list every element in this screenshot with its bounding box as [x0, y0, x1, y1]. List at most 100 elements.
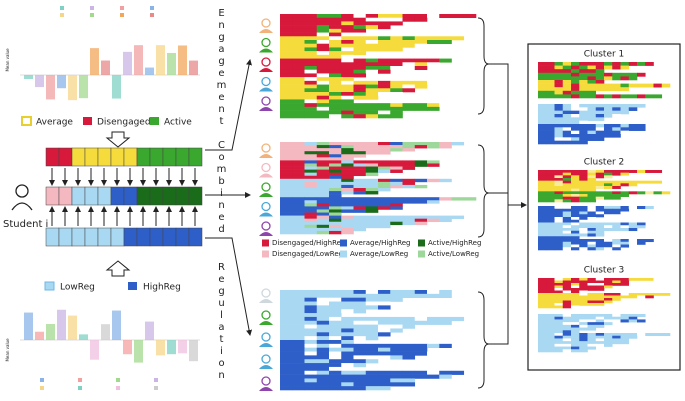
heatmap-cell	[538, 324, 547, 328]
heatmap-cell	[316, 316, 330, 322]
heatmap-cell	[292, 324, 305, 329]
heatmap-cell	[341, 293, 354, 298]
heatmap-cell	[595, 80, 605, 84]
heatmap-cell	[538, 175, 547, 179]
heatmap-cell	[292, 212, 305, 216]
heatmap-cell	[414, 66, 428, 71]
heatmap-cell	[571, 300, 580, 304]
heatmap-cell	[587, 127, 597, 131]
heatmap-cell	[587, 343, 597, 347]
heatmap-cell	[390, 320, 403, 325]
heatmap-cell	[587, 124, 597, 128]
heatmap-cell	[579, 290, 588, 294]
heatmap-cell	[571, 134, 580, 138]
heatmap-cell	[292, 145, 305, 149]
heatmap-cell	[353, 293, 367, 298]
heatmap-cell	[579, 208, 588, 212]
heatmap-cell	[292, 54, 305, 59]
heatmap-cell	[571, 343, 580, 347]
shape	[15, 184, 29, 198]
heatmap-cell	[628, 225, 638, 229]
heatmap-cell	[604, 222, 613, 226]
heatmap-cell	[414, 347, 428, 352]
heatmap-cell	[304, 40, 318, 45]
heatmap-cell	[292, 142, 305, 146]
heatmap-cell	[414, 84, 428, 89]
heatmap-cell	[292, 160, 305, 164]
heatmap-cell	[628, 316, 638, 320]
legend-label: LowReg	[60, 283, 95, 293]
heatmap-cell	[304, 58, 318, 63]
heatmap-cell	[365, 181, 379, 186]
heatmap-cell	[538, 94, 547, 99]
heatmap-cell	[620, 335, 630, 339]
heatmap-cell	[579, 137, 588, 141]
heatmap-cell	[280, 95, 293, 100]
heatmap-cell	[571, 117, 580, 121]
heatmap-cell	[353, 163, 367, 167]
heatmap-cell	[546, 90, 555, 95]
heatmap-cell	[378, 293, 391, 298]
heatmap-cell	[604, 298, 613, 301]
heatmap-cell	[571, 72, 580, 77]
heatmap-cell	[316, 166, 330, 170]
heatmap-cell	[316, 293, 330, 298]
sequence-cell	[58, 147, 73, 167]
heatmap-cell	[365, 209, 379, 213]
heatmap-cell	[365, 142, 379, 146]
heatmap-cell	[280, 36, 293, 41]
heatmap-cell	[316, 103, 330, 108]
heatmap-cell	[280, 154, 293, 158]
legend-label: Disengaged/HighReg	[272, 239, 345, 247]
heatmap-cell	[562, 180, 572, 184]
heatmap-cell	[554, 225, 564, 229]
heatmap-cell	[604, 206, 613, 210]
heatmap-cell	[637, 241, 646, 245]
heatmap-cell	[604, 285, 613, 289]
heatmap-cell	[595, 180, 605, 184]
heatmap-cell	[546, 290, 555, 294]
heatmap-cell	[451, 197, 465, 201]
student-icon	[259, 48, 273, 53]
heatmap-cell	[329, 58, 342, 63]
heatmap-cell	[427, 320, 440, 325]
heatmap-cell	[587, 208, 597, 212]
heatmap-cell	[628, 239, 638, 243]
heatmap-cell	[612, 247, 621, 251]
heatmap-cell	[329, 40, 342, 45]
shape	[128, 282, 137, 290]
heatmap-cell	[579, 214, 588, 218]
heatmap-cell	[538, 280, 547, 284]
shape	[11, 202, 33, 211]
heatmap-cell	[390, 17, 403, 22]
heatmap-cell	[304, 386, 318, 391]
heatmap-cell	[341, 163, 354, 167]
heatmap-cell	[316, 188, 330, 192]
heatmap-cell	[365, 293, 379, 298]
heatmap-cell	[637, 295, 646, 299]
heatmap-cell	[538, 180, 547, 184]
bar	[101, 60, 110, 75]
heatmap-cell	[604, 314, 613, 318]
side-label: Regulation	[216, 262, 227, 382]
heatmap-cell	[353, 301, 367, 306]
heatmap-cell	[304, 200, 318, 204]
heatmap-cell	[365, 172, 379, 177]
heatmap-cell	[390, 163, 403, 167]
heatmap-cell	[292, 114, 305, 119]
heatmap-cell	[637, 278, 646, 281]
heatmap-cell	[538, 170, 547, 173]
heatmap-cell	[292, 84, 305, 89]
heatmap-cell	[587, 72, 597, 77]
heatmap-cell	[595, 293, 605, 296]
heatmap-cell	[390, 316, 403, 322]
heatmap-cell	[390, 343, 403, 348]
heatmap-cell	[280, 382, 293, 387]
heatmap-cell	[562, 90, 572, 95]
heatmap-cell	[546, 341, 555, 345]
heatmap-cell	[562, 219, 572, 223]
heatmap-cell	[439, 145, 452, 149]
heatmap-cell	[304, 151, 318, 155]
heatmap-cell	[304, 382, 318, 387]
heatmap-cell	[604, 316, 613, 320]
